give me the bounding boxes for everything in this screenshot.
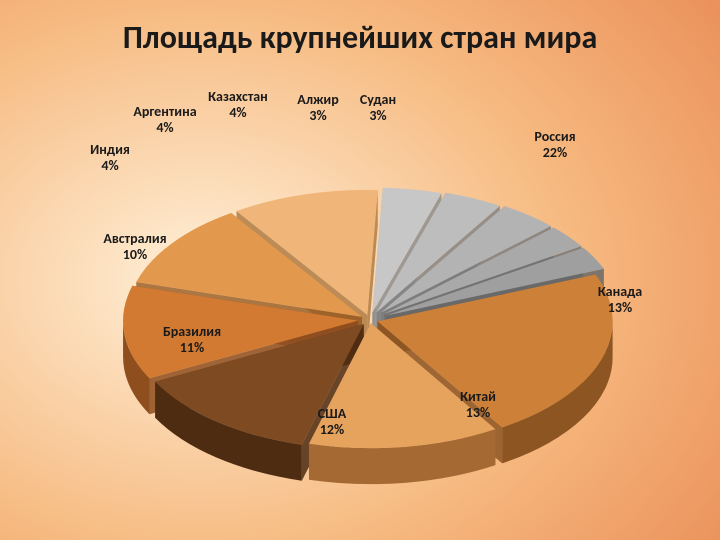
slice-label: Казахстан4% [208, 89, 268, 121]
slice-label: Судан3% [360, 92, 396, 124]
slice-label-value: 4% [208, 105, 268, 121]
slice-label-name: Алжир [297, 92, 338, 108]
slice-label-name: Россия [534, 129, 575, 145]
slice-label-name: Канада [598, 284, 642, 300]
slice-label-value: 13% [460, 405, 496, 421]
slice-label-name: Австралия [103, 231, 166, 247]
slice-label-name: Казахстан [208, 89, 268, 105]
slice-label: Бразилия11% [163, 324, 221, 356]
slice-label: Канада13% [598, 284, 642, 316]
slice-label-name: США [318, 406, 346, 422]
slice-label-name: Аргентина [133, 104, 196, 120]
slice-label-value: 13% [598, 300, 642, 316]
slice-label: Китай13% [460, 389, 496, 421]
chart-stage: Площадь крупнейших стран мира Россия22% К… [0, 0, 720, 540]
slice-label-value: 22% [534, 145, 575, 161]
slice-label: Алжир3% [297, 92, 338, 124]
slice-label: Аргентина4% [133, 104, 196, 136]
slice-label: Индия4% [90, 142, 130, 174]
slice-label-name: Судан [360, 92, 396, 108]
slice-label-name: Индия [90, 142, 130, 158]
slice-label-name: Китай [460, 389, 496, 405]
slice-label-value: 12% [318, 422, 346, 438]
slice-label-value: 10% [103, 247, 166, 263]
slice-label-value: 4% [90, 158, 130, 174]
pie-chart-svg [0, 0, 720, 540]
slice-label-value: 3% [360, 108, 396, 124]
slice-label-value: 3% [297, 108, 338, 124]
chart-title: Площадь крупнейших стран мира [0, 18, 720, 57]
slice-label: США12% [318, 406, 346, 438]
slice-label-value: 4% [133, 120, 196, 136]
slice-label: Россия22% [534, 129, 575, 161]
slice-label-value: 11% [163, 340, 221, 356]
slice-label-name: Бразилия [163, 324, 221, 340]
slice-label: Австралия10% [103, 231, 166, 263]
